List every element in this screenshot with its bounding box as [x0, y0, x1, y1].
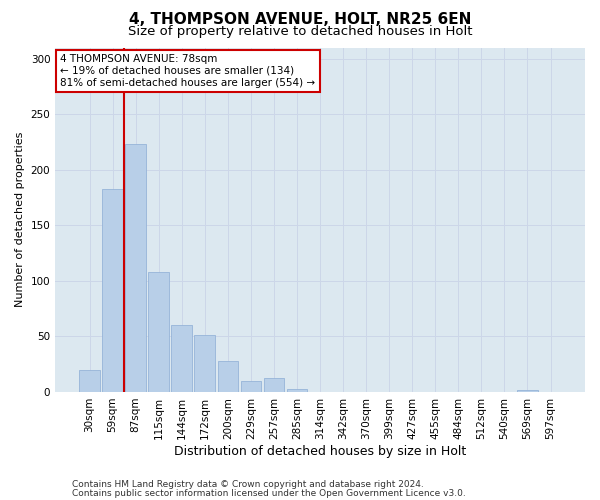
- Text: 4, THOMPSON AVENUE, HOLT, NR25 6EN: 4, THOMPSON AVENUE, HOLT, NR25 6EN: [129, 12, 471, 28]
- Bar: [263, 378, 284, 392]
- Y-axis label: Number of detached properties: Number of detached properties: [15, 132, 25, 308]
- Text: Contains public sector information licensed under the Open Government Licence v3: Contains public sector information licen…: [72, 488, 466, 498]
- Bar: [148, 272, 169, 392]
- X-axis label: Distribution of detached houses by size in Holt: Distribution of detached houses by size …: [174, 444, 466, 458]
- Bar: [125, 144, 146, 392]
- Bar: [287, 388, 307, 392]
- Text: Size of property relative to detached houses in Holt: Size of property relative to detached ho…: [128, 25, 472, 38]
- Bar: [194, 336, 215, 392]
- Text: 4 THOMPSON AVENUE: 78sqm
← 19% of detached houses are smaller (134)
81% of semi-: 4 THOMPSON AVENUE: 78sqm ← 19% of detach…: [61, 54, 316, 88]
- Bar: [517, 390, 538, 392]
- Bar: [172, 326, 192, 392]
- Text: Contains HM Land Registry data © Crown copyright and database right 2024.: Contains HM Land Registry data © Crown c…: [72, 480, 424, 489]
- Bar: [218, 361, 238, 392]
- Bar: [241, 381, 262, 392]
- Bar: [79, 370, 100, 392]
- Bar: [102, 188, 123, 392]
